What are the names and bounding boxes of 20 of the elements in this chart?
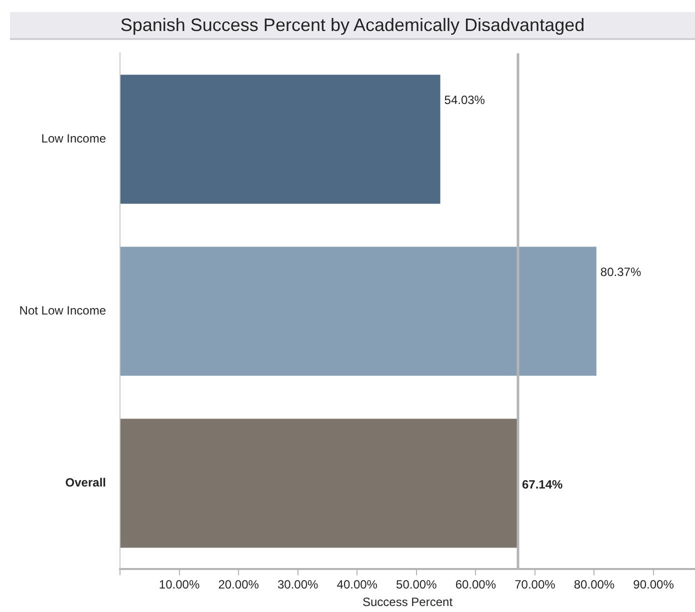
y-tick-label: Not Low Income [19,304,106,318]
y-tick-label: Overall [65,476,106,490]
bar [120,246,596,376]
x-tick-label: 80.00% [574,578,615,592]
x-tick-label: 20.00% [218,578,260,592]
x-tick-label: 70.00% [514,578,556,592]
data-label: 54.03% [444,92,486,107]
x-tick-label: 10.00% [158,578,200,592]
x-tick-label: 60.00% [455,578,496,592]
data-label: 67.14% [522,478,564,492]
x-tick-label: 30.00% [277,578,319,592]
x-tick-label: 40.00% [336,578,378,592]
y-tick-label: Low Income [41,132,106,146]
x-tick-label: 50.00% [396,578,438,592]
data-label: 80.37% [600,264,642,279]
bar [120,74,440,204]
bar [120,418,518,548]
x-tick-label: 90.00% [633,578,674,592]
x-axis-title: Success Percent [362,595,454,610]
chart-title: Spanish Success Percent by Academically Disadvantaged [10,12,695,40]
